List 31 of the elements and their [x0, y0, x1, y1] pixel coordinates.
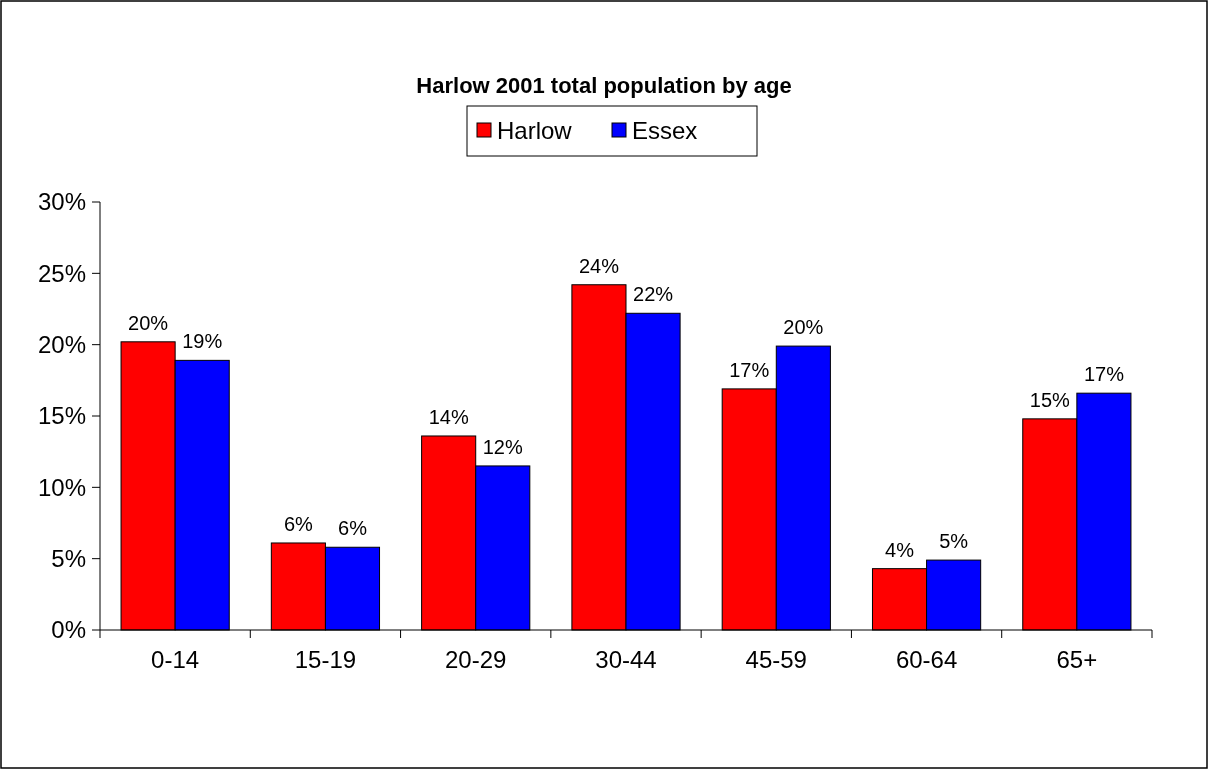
data-label: 20%: [783, 316, 824, 339]
data-label: 6%: [338, 517, 368, 540]
legend-label: Essex: [632, 117, 698, 145]
data-label: 15%: [1029, 388, 1071, 411]
x-tick-label: 15-19: [294, 646, 357, 673]
y-tick-label: 25%: [37, 259, 86, 287]
data-label: 17%: [1083, 363, 1125, 386]
x-tick-label: 45-59: [745, 646, 807, 673]
x-tick-label: 65+: [1056, 646, 1098, 673]
data-label: 17%: [729, 358, 770, 381]
data-label: 12%: [482, 435, 523, 458]
data-label: 19%: [182, 330, 223, 353]
data-label: 20%: [128, 311, 169, 334]
data-label: 22%: [633, 283, 674, 306]
y-tick-label: 5%: [51, 545, 86, 573]
y-tick-label: 0%: [51, 616, 86, 644]
data-label: 24%: [578, 254, 620, 277]
data-label: 14%: [428, 405, 469, 428]
data-label: 6%: [283, 512, 314, 535]
y-tick-label: 30%: [37, 188, 86, 216]
legend-label: Harlow: [497, 117, 573, 145]
data-label: 4%: [885, 538, 915, 561]
y-tick-label: 15%: [37, 402, 86, 430]
x-tick-label: 0-14: [151, 646, 200, 673]
x-tick-label: 30-44: [595, 646, 657, 673]
y-tick-label: 20%: [37, 331, 86, 359]
data-label: 5%: [939, 530, 969, 553]
x-tick-label: 20-29: [445, 646, 507, 673]
y-tick-label: 10%: [37, 473, 86, 501]
chart-title: Harlow 2001 total population by age: [416, 73, 792, 98]
x-tick-label: 60-64: [895, 646, 958, 673]
